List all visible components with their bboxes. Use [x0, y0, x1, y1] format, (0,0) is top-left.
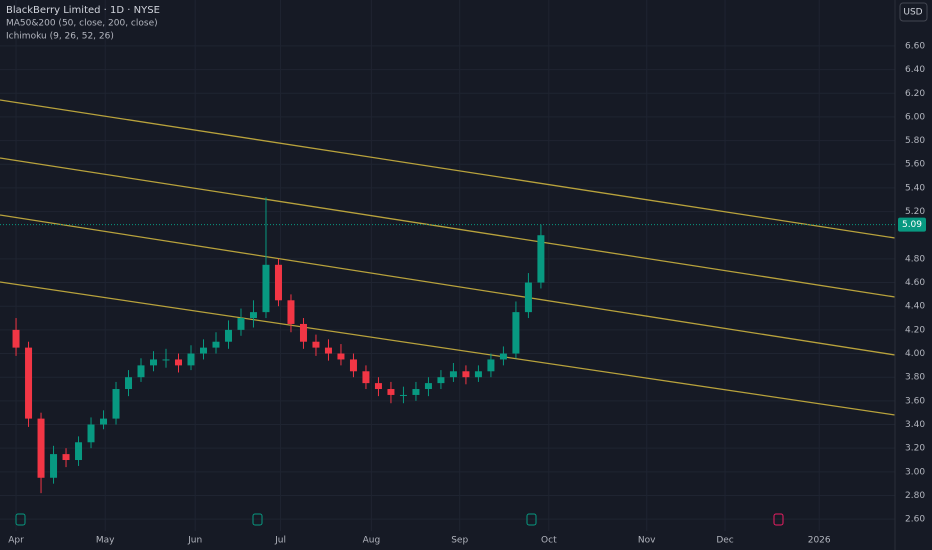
candle-body — [374, 383, 382, 390]
y-tick-label: 4.60 — [905, 278, 925, 288]
trend-line — [0, 214, 896, 356]
candle-body — [399, 394, 407, 396]
y-tick-label: 5.20 — [905, 207, 925, 217]
candle-body — [387, 389, 395, 395]
candle-body — [499, 353, 507, 360]
last-price-tag — [898, 217, 926, 232]
candle-body — [87, 424, 95, 443]
x-tick-label: Apr — [8, 536, 24, 546]
last-price-label: 5.09 — [902, 220, 922, 230]
candle-body — [100, 418, 108, 425]
candle-body — [362, 371, 370, 384]
x-tick-label: Nov — [638, 536, 656, 546]
candle-body — [112, 389, 120, 419]
candle-body — [474, 371, 482, 378]
x-tick-label: Dec — [716, 536, 733, 546]
candle-body — [349, 359, 357, 372]
y-tick-label: 5.60 — [905, 160, 925, 170]
y-tick-label: 4.00 — [905, 349, 925, 359]
y-tick-label: 3.40 — [905, 420, 925, 430]
candle-body — [224, 329, 232, 342]
event-icons — [15, 513, 784, 526]
chart-title: BlackBerry Limited · 1D · NYSE — [6, 5, 160, 16]
candle-body — [37, 418, 45, 478]
earnings-icon — [15, 513, 26, 526]
candle-body — [62, 454, 70, 461]
x-tick-label: Aug — [363, 536, 381, 546]
y-tick-label: 6.20 — [905, 89, 925, 99]
candle-body — [287, 300, 295, 324]
candle-body — [199, 347, 207, 354]
y-tick-label: 3.00 — [905, 467, 925, 477]
y-tick-label: 2.60 — [905, 515, 925, 525]
candle-body — [262, 264, 270, 313]
y-tick-label: 4.80 — [905, 254, 925, 264]
x-tick-label: 2026 — [808, 536, 831, 546]
currency-button[interactable] — [899, 2, 928, 22]
candle-body — [337, 353, 345, 360]
y-tick-label: 4.40 — [905, 302, 925, 312]
x-tick-label: Jun — [187, 536, 202, 546]
candle-body — [249, 312, 257, 319]
candle-body — [125, 377, 133, 390]
candle-body — [537, 235, 545, 283]
trend-line — [0, 99, 896, 239]
currency-label[interactable]: USD — [903, 8, 922, 18]
earnings-icon — [252, 513, 263, 526]
earnings-icon — [526, 513, 537, 526]
x-tick-label: Sep — [451, 536, 468, 546]
candle-body — [150, 359, 158, 366]
candle-body — [175, 359, 183, 366]
candle-body — [487, 359, 495, 372]
candle-body — [424, 383, 432, 390]
y-tick-label: 6.40 — [905, 65, 925, 75]
candle-body — [462, 371, 470, 378]
candle-body — [299, 323, 307, 342]
candle-body — [524, 282, 532, 313]
y-tick-label: 3.20 — [905, 444, 925, 454]
candle-body — [274, 264, 282, 301]
candle-body — [237, 318, 245, 330]
candle-body — [25, 347, 33, 419]
candle-body — [187, 353, 195, 366]
indicator-label: MA50&200 (50, close, 200, close) — [6, 19, 158, 29]
grid — [0, 0, 895, 531]
y-tick-label: 2.80 — [905, 491, 925, 501]
candle-body — [212, 341, 220, 348]
trend-line — [0, 281, 896, 416]
candle-body — [512, 312, 520, 354]
earnings-icon — [773, 513, 784, 526]
y-tick-label: 5.80 — [905, 136, 925, 146]
x-tick-label: Oct — [541, 536, 557, 546]
candles — [12, 197, 545, 494]
candle-body — [412, 389, 420, 395]
candle-body — [12, 329, 20, 348]
y-tick-label: 3.60 — [905, 396, 925, 406]
y-tick-label: 3.80 — [905, 373, 925, 383]
candle-body — [449, 371, 457, 378]
x-tick-label: May — [96, 536, 115, 546]
candle-body — [437, 377, 445, 384]
candle-body — [324, 347, 332, 354]
y-tick-label: 4.20 — [905, 325, 925, 335]
x-tick-label: Jul — [274, 536, 286, 546]
trend-line — [0, 157, 896, 298]
candle-body — [75, 442, 83, 461]
y-tick-label: 5.40 — [905, 183, 925, 193]
candle-body — [162, 359, 170, 361]
indicator-label: Ichimoku (9, 26, 52, 26) — [6, 32, 114, 42]
y-tick-label: 6.60 — [905, 41, 925, 51]
candle-body — [137, 365, 145, 378]
y-tick-label: 6.00 — [905, 112, 925, 122]
candle-body — [50, 454, 58, 478]
candle-body — [312, 341, 320, 348]
